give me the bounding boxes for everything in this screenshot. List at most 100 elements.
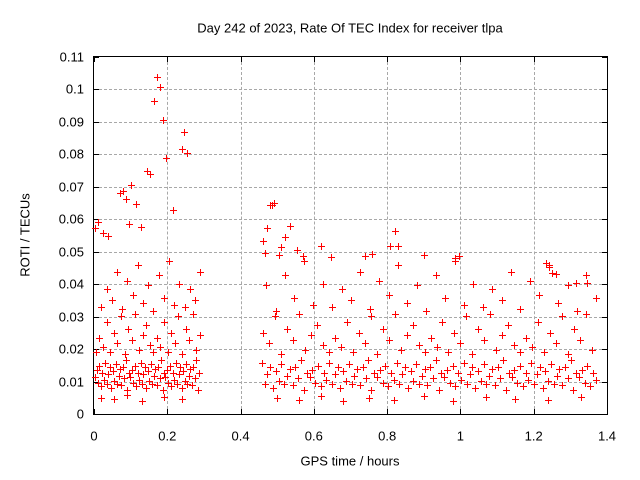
data-point — [133, 383, 141, 391]
data-point — [376, 277, 384, 285]
data-point — [124, 277, 132, 285]
y-tick-mark — [94, 154, 99, 156]
data-point — [491, 382, 499, 390]
data-point — [578, 393, 586, 401]
data-point — [345, 361, 353, 369]
data-point — [413, 361, 421, 369]
data-point — [444, 366, 452, 374]
data-point — [100, 376, 108, 384]
data-point — [539, 385, 547, 393]
x-tick-mark-top — [313, 57, 315, 62]
y-gridline — [94, 284, 607, 286]
data-point — [592, 295, 600, 303]
x-tick-label: 1.4 — [597, 428, 617, 444]
data-point — [158, 357, 166, 365]
data-point — [155, 271, 163, 279]
x-tick-label: 1 — [456, 428, 465, 444]
data-point — [357, 268, 365, 276]
x-tick-mark — [460, 409, 462, 414]
data-point — [262, 250, 270, 258]
data-point — [483, 380, 491, 388]
data-point — [93, 366, 101, 374]
data-point — [567, 357, 575, 365]
data-point — [184, 380, 192, 388]
data-point — [161, 319, 169, 327]
x-tick-mark — [167, 409, 169, 414]
data-point — [556, 365, 564, 373]
data-point — [578, 366, 586, 374]
data-point — [137, 224, 145, 232]
data-point — [300, 257, 308, 265]
data-point — [168, 329, 176, 337]
x-tick-label: 0.4 — [231, 428, 250, 444]
data-point — [340, 368, 348, 376]
data-point — [147, 170, 155, 178]
data-point — [132, 311, 140, 319]
data-point — [98, 303, 106, 311]
data-point — [391, 311, 399, 319]
data-point — [122, 357, 130, 365]
data-point — [583, 271, 591, 279]
data-point — [487, 311, 495, 319]
y-tick-mark — [94, 381, 99, 383]
data-point — [351, 372, 359, 380]
data-point — [318, 393, 326, 401]
x-axis-label: GPS time / hours — [300, 453, 400, 469]
data-point — [592, 376, 600, 384]
x-tick-mark — [607, 409, 608, 414]
data-point — [128, 366, 136, 374]
data-point — [404, 385, 412, 393]
data-point — [555, 300, 563, 308]
data-point — [278, 361, 286, 369]
data-point — [404, 300, 412, 308]
data-point — [318, 242, 326, 250]
data-point — [119, 363, 127, 371]
data-point — [137, 360, 145, 368]
data-point — [125, 325, 133, 333]
data-point — [403, 332, 411, 340]
data-point — [536, 364, 544, 372]
data-point — [337, 385, 345, 393]
data-point — [152, 365, 160, 373]
data-point — [387, 369, 395, 377]
data-point — [95, 379, 103, 387]
data-point — [275, 378, 283, 386]
data-point — [588, 346, 596, 354]
data-point — [296, 311, 304, 319]
y-tick-mark — [94, 57, 99, 58]
data-point — [178, 395, 186, 403]
data-point — [457, 340, 465, 348]
data-point — [460, 302, 468, 310]
data-point — [558, 313, 566, 321]
data-point — [282, 234, 290, 242]
data-point — [452, 383, 460, 391]
data-point — [139, 381, 146, 389]
data-point — [517, 362, 525, 370]
y-tick-label: 0.09 — [58, 114, 84, 130]
data-point — [181, 303, 189, 311]
data-point — [295, 375, 303, 383]
data-point — [583, 279, 591, 287]
y-tick-label: 0.1 — [65, 81, 84, 97]
data-point — [430, 375, 438, 383]
data-point — [96, 362, 104, 370]
data-point — [483, 394, 491, 402]
y-gridline — [94, 89, 607, 91]
data-point — [153, 382, 161, 390]
data-point — [359, 363, 367, 371]
data-point — [470, 280, 478, 288]
data-point — [99, 369, 107, 377]
data-point — [450, 397, 458, 405]
y-tick-mark — [94, 251, 99, 253]
data-point — [451, 254, 459, 262]
data-point — [525, 376, 533, 384]
data-point — [108, 296, 116, 304]
data-point — [193, 346, 201, 354]
data-point — [373, 351, 381, 359]
data-point — [136, 376, 144, 384]
y-tick-label: 0.01 — [58, 374, 84, 390]
data-point — [396, 381, 404, 389]
data-point — [104, 232, 112, 240]
data-point — [289, 382, 297, 390]
data-point — [550, 380, 558, 388]
